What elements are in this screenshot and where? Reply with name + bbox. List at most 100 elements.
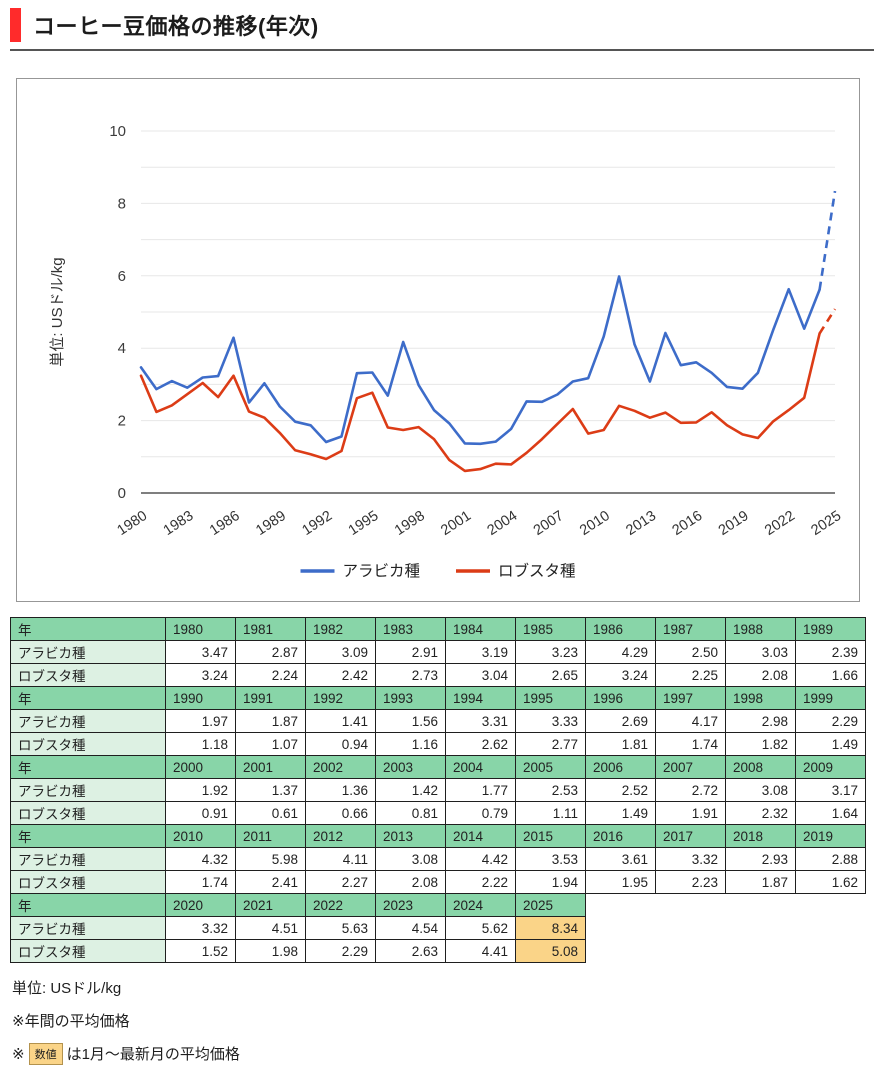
value-cell: 5.98 bbox=[235, 847, 306, 871]
legend-label: アラビカ種 bbox=[343, 562, 421, 580]
value-cell: 2.50 bbox=[655, 640, 726, 664]
year-header-cell: 2003 bbox=[375, 755, 446, 779]
value-cell: 2.98 bbox=[725, 709, 796, 733]
y-tick-label: 0 bbox=[118, 485, 126, 502]
year-header-label: 年 bbox=[10, 824, 166, 848]
value-cell: 2.25 bbox=[655, 663, 726, 687]
x-tick-label: 2004 bbox=[485, 508, 521, 539]
value-cell: 0.66 bbox=[305, 801, 376, 825]
year-header-cell: 2005 bbox=[515, 755, 586, 779]
value-cell: 2.23 bbox=[655, 870, 726, 894]
x-tick-label: 1995 bbox=[346, 508, 382, 539]
value-cell: 1.37 bbox=[235, 778, 306, 802]
year-header-cell: 2008 bbox=[725, 755, 796, 779]
series-label-cell: ロブスタ種 bbox=[10, 801, 166, 825]
year-header-cell: 2013 bbox=[375, 824, 446, 848]
year-header-cell: 2001 bbox=[235, 755, 306, 779]
year-header-cell: 1993 bbox=[375, 686, 446, 710]
series-line-solid bbox=[139, 332, 821, 473]
year-header-cell: 1987 bbox=[655, 617, 726, 641]
robusta-row: ロブスタ種 3.24 2.24 2.42 2.73 3.04 2.65 3.24 2.25 2.0… bbox=[10, 663, 866, 687]
year-header-row: 年 2010 2011 2012 2013 2014 2015 2016 2017 2018 201… bbox=[10, 824, 866, 848]
value-cell: 2.91 bbox=[375, 640, 446, 664]
arabica-row: アラビカ種 1.92 1.37 1.36 1.42 1.77 2.53 2.52 2.72 3.0… bbox=[10, 778, 866, 802]
y-tick-label: 6 bbox=[118, 268, 126, 285]
value-cell: 1.82 bbox=[725, 732, 796, 756]
value-cell: 1.91 bbox=[655, 801, 726, 825]
page-header: コーヒー豆価格の推移(年次) bbox=[10, 0, 874, 51]
x-tick-label: 1992 bbox=[299, 508, 335, 539]
series-label-cell: ロブスタ種 bbox=[10, 939, 166, 963]
year-header-row: 年 1990 1991 1992 1993 1994 1995 1996 1997 1998 199… bbox=[10, 686, 866, 710]
y-tick-label: 4 bbox=[118, 340, 126, 357]
legend-label: ロブスタ種 bbox=[498, 561, 576, 580]
value-cell: 2.73 bbox=[375, 663, 446, 687]
value-cell: 1.18 bbox=[165, 732, 236, 756]
arabica-row: アラビカ種 1.97 1.87 1.41 1.56 3.31 3.33 2.69 4.17 2.9… bbox=[10, 709, 866, 733]
year-header-row: 年 2020 2021 2022 2023 2024 2025 bbox=[10, 893, 586, 917]
arabica-row: アラビカ種 3.47 2.87 3.09 2.91 3.19 3.23 4.29 2.50 3.0… bbox=[10, 640, 866, 664]
year-header-cell: 1989 bbox=[795, 617, 866, 641]
year-header-cell: 1998 bbox=[725, 686, 796, 710]
value-cell: 4.42 bbox=[445, 847, 516, 871]
y-tick-label: 2 bbox=[118, 413, 126, 430]
year-header-cell: 1997 bbox=[655, 686, 726, 710]
note-suffix: は1月〜最新月の平均価格 bbox=[66, 1046, 240, 1063]
value-cell: 3.53 bbox=[515, 847, 586, 871]
value-cell: 1.56 bbox=[375, 709, 446, 733]
x-tick-label: 2013 bbox=[623, 508, 659, 539]
series-line-forecast-dashed bbox=[818, 190, 837, 290]
year-header-cell: 2004 bbox=[445, 755, 516, 779]
x-tick-label: 1998 bbox=[392, 508, 428, 539]
value-cell: 0.81 bbox=[375, 801, 446, 825]
series-label-cell: アラビカ種 bbox=[10, 778, 166, 802]
value-cell: 1.74 bbox=[655, 732, 726, 756]
value-cell: 2.87 bbox=[235, 640, 306, 664]
value-cell: 3.24 bbox=[165, 663, 236, 687]
year-header-cell: 1984 bbox=[445, 617, 516, 641]
value-cell: 1.92 bbox=[165, 778, 236, 802]
year-header-cell: 2009 bbox=[795, 755, 866, 779]
value-cell: 1.64 bbox=[795, 801, 866, 825]
highlighted-value-cell: 5.08 bbox=[515, 939, 586, 963]
series-label-cell: アラビカ種 bbox=[10, 916, 166, 940]
year-header-cell: 1988 bbox=[725, 617, 796, 641]
value-cell: 2.72 bbox=[655, 778, 726, 802]
value-cell: 2.52 bbox=[585, 778, 656, 802]
value-cell: 2.69 bbox=[585, 709, 656, 733]
year-header-cell: 1994 bbox=[445, 686, 516, 710]
value-cell: 4.11 bbox=[305, 847, 376, 871]
year-header-cell: 2022 bbox=[305, 893, 376, 917]
value-cell: 1.87 bbox=[725, 870, 796, 894]
year-header-cell: 2021 bbox=[235, 893, 306, 917]
x-tick-label: 2022 bbox=[762, 508, 798, 539]
value-cell: 2.88 bbox=[795, 847, 866, 871]
value-cell: 1.98 bbox=[235, 939, 306, 963]
value-cell: 0.91 bbox=[165, 801, 236, 825]
value-cell: 2.29 bbox=[305, 939, 376, 963]
value-cell: 1.49 bbox=[585, 801, 656, 825]
value-cell: 2.42 bbox=[305, 663, 376, 687]
x-tick-label: 1986 bbox=[207, 508, 243, 539]
value-cell: 1.49 bbox=[795, 732, 866, 756]
annual-average-note: ※年間の平均価格 bbox=[12, 1013, 130, 1030]
series-label-cell: ロブスタ種 bbox=[10, 870, 166, 894]
year-header-cell: 2010 bbox=[165, 824, 236, 848]
robusta-row: ロブスタ種 0.91 0.61 0.66 0.81 0.79 1.11 1.49 1.91 2.3… bbox=[10, 801, 866, 825]
value-cell: 3.04 bbox=[445, 663, 516, 687]
value-cell: 3.47 bbox=[165, 640, 236, 664]
year-header-cell: 2007 bbox=[655, 755, 726, 779]
value-cell: 3.09 bbox=[305, 640, 376, 664]
series-label-cell: アラビカ種 bbox=[10, 847, 166, 871]
price-table-block: 年 2010 2011 2012 2013 2014 2015 2016 2017 2018 201… bbox=[10, 824, 866, 894]
value-cell: 5.62 bbox=[445, 916, 516, 940]
robusta-row: ロブスタ種 1.74 2.41 2.27 2.08 2.22 1.94 1.95 2.23 1.8… bbox=[10, 870, 866, 894]
value-cell: 0.94 bbox=[305, 732, 376, 756]
series-line-forecast-dashed bbox=[818, 308, 837, 335]
y-tick-label: 8 bbox=[118, 195, 126, 212]
title-accent-bar bbox=[10, 8, 21, 42]
value-cell: 3.32 bbox=[165, 916, 236, 940]
year-header-cell: 2020 bbox=[165, 893, 236, 917]
value-cell: 2.53 bbox=[515, 778, 586, 802]
year-header-cell: 1983 bbox=[375, 617, 446, 641]
